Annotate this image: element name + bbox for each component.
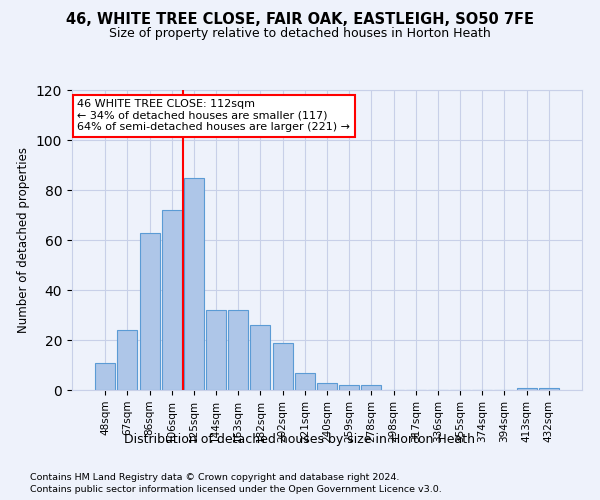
Bar — [539, 388, 559, 390]
Bar — [250, 325, 271, 390]
Bar — [517, 388, 536, 390]
Bar — [118, 330, 137, 390]
Text: Distribution of detached houses by size in Horton Heath: Distribution of detached houses by size … — [125, 432, 476, 446]
Text: Contains HM Land Registry data © Crown copyright and database right 2024.: Contains HM Land Registry data © Crown c… — [30, 472, 400, 482]
Bar — [339, 385, 359, 390]
Text: Contains public sector information licensed under the Open Government Licence v3: Contains public sector information licen… — [30, 485, 442, 494]
Text: Size of property relative to detached houses in Horton Heath: Size of property relative to detached ho… — [109, 28, 491, 40]
Bar — [317, 382, 337, 390]
Bar — [95, 362, 115, 390]
Bar — [272, 342, 293, 390]
Bar — [162, 210, 182, 390]
Text: 46, WHITE TREE CLOSE, FAIR OAK, EASTLEIGH, SO50 7FE: 46, WHITE TREE CLOSE, FAIR OAK, EASTLEIG… — [66, 12, 534, 28]
Bar — [184, 178, 204, 390]
Bar — [295, 372, 315, 390]
Text: 46 WHITE TREE CLOSE: 112sqm
← 34% of detached houses are smaller (117)
64% of se: 46 WHITE TREE CLOSE: 112sqm ← 34% of det… — [77, 99, 350, 132]
Bar — [140, 232, 160, 390]
Bar — [361, 385, 382, 390]
Y-axis label: Number of detached properties: Number of detached properties — [17, 147, 31, 333]
Bar — [206, 310, 226, 390]
Bar — [228, 310, 248, 390]
